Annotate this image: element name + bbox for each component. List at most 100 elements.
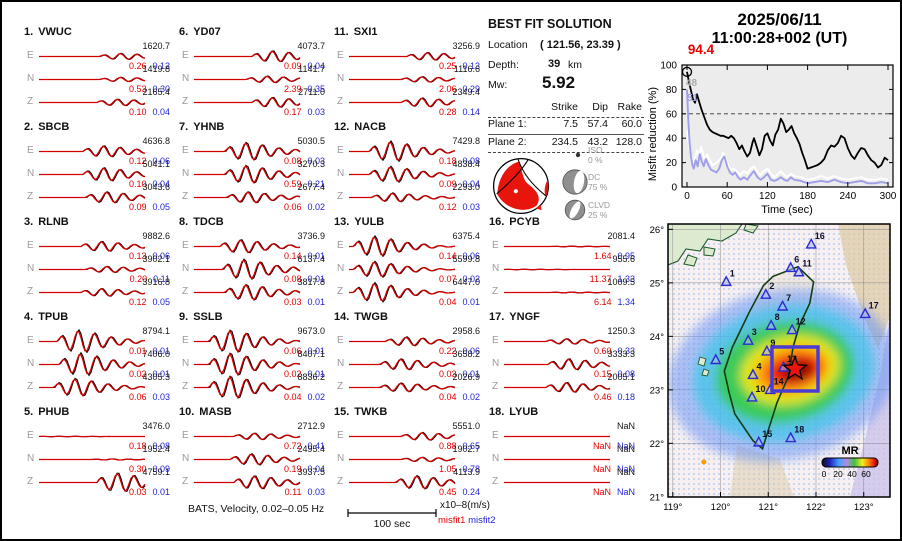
misfit1-value: 0.20	[129, 274, 148, 284]
misfit2-value: 0.08	[617, 369, 635, 379]
misfit2-value: 0.11	[153, 274, 170, 284]
misfit-values: 0.12 0.06	[129, 156, 170, 166]
misfit-values: 0.06 0.02	[284, 202, 325, 212]
map-station-triangle-7	[776, 299, 789, 311]
station-number: 3.	[24, 216, 34, 228]
misfit1-legend: misfit1	[438, 515, 466, 526]
misfit1-value: 0.10	[128, 179, 147, 189]
misfit-values: 0.28 0.14	[439, 107, 480, 117]
focal-mechanism-beachball	[492, 157, 550, 215]
component-label: N	[492, 358, 500, 369]
misfit1-value: 0.14	[283, 251, 302, 261]
waveform-trace	[39, 377, 146, 397]
waveform-trace	[349, 474, 456, 490]
station-header: 15. TWKB	[334, 406, 387, 418]
component-row-e: E 5551.0 0.88 0.65	[332, 421, 480, 451]
misfit2-value: 0.06	[152, 251, 170, 261]
svg-text:25°: 25°	[650, 278, 665, 289]
misfit-reduction-chart: 0 20 40 60 80 100 0 60 120 180 240 300 Misfit reduc…	[647, 42, 897, 216]
amplitude-value: 2165.4	[142, 87, 170, 97]
misfit1-value: 0.07	[438, 274, 457, 284]
misfit-values: 0.03 0.01	[129, 487, 170, 497]
misfit2-value: 0.01	[307, 369, 325, 379]
amplitude-value: 6137.4	[297, 254, 325, 264]
header-dip: Dip	[592, 101, 608, 113]
waveform-trace	[349, 281, 456, 303]
component-label: N	[182, 73, 190, 84]
misfit1-value: 0.18	[128, 441, 147, 451]
station-number: 12.	[334, 121, 350, 133]
amplitude-units: x10–8(m/s)	[440, 500, 491, 511]
component-row-n: N 8407.1 0.02 0.01	[177, 349, 325, 379]
amplitude-value: 4113.9	[453, 467, 480, 477]
component-row-e: E NaN NaN NaN	[487, 421, 635, 451]
misfit1-value: 0.09	[438, 179, 457, 189]
station-yd07: 6. YD07 E 4073.7 0.09 0.04 N 1141.7 2.39 0.35 Z 271…	[177, 26, 325, 117]
svg-text:100: 100	[660, 61, 677, 72]
misfit2-value: 0.41	[307, 441, 325, 451]
waveform-trace	[349, 97, 456, 108]
misfit-values: 0.07 0.02	[439, 274, 480, 284]
misfit-values: 0.53 0.30	[129, 84, 170, 94]
map-station-triangle-12	[786, 323, 798, 335]
misfit2-value: 0.01	[307, 274, 325, 284]
component-row-e: E 1620.7 0.26 0.12	[22, 41, 170, 71]
station-header: 5. PHUB	[24, 406, 69, 418]
station-number: 18.	[489, 406, 505, 418]
misfit2-value: 0.02	[307, 202, 325, 212]
component-row-n: N 7406.0 0.02 0.01	[22, 349, 170, 379]
map-station-label-9: 9	[770, 338, 775, 348]
component-label: N	[27, 73, 35, 84]
station-sxi1: 11. SXI1 E 3256.9 0.25 0.13 N 1116.6 2.06 0.29 Z 23…	[332, 26, 480, 117]
station-nacb: 12. NACB E 7429.8 0.18 0.08 N 4838.4 0.09 0.04 Z 22…	[332, 121, 480, 212]
misfit-values: 0.30 0.09	[129, 464, 170, 474]
misfit-values: NaN NaN	[593, 487, 635, 497]
map-station-triangle-15	[752, 435, 765, 447]
waveform-trace	[38, 435, 145, 438]
waveform-trace	[39, 472, 146, 492]
component-row-z: Z 2711.0 0.17 0.03	[177, 87, 325, 117]
amplitude-value: 5599.8	[452, 254, 480, 264]
component-row-e: E 6375.4 0.14 0.06	[332, 231, 480, 261]
map-station-label-15: 15	[762, 429, 772, 439]
misfit-values: 0.14 0.01	[284, 251, 325, 261]
waveform-trace	[349, 192, 456, 203]
station-code: YNGF	[509, 311, 540, 323]
misfit1-value: 0.03	[283, 297, 302, 307]
misfit2-value: 0.02	[462, 274, 480, 284]
misfit-values: 6.14 1.34	[594, 297, 635, 307]
misfit2-value: 0.08	[462, 156, 480, 166]
misfit2-value: 0.35	[307, 84, 325, 94]
misfit2-value: 0.05	[152, 202, 170, 212]
component-label: Z	[27, 286, 34, 297]
misfit-values: 0.02 0.01	[284, 369, 325, 379]
misfit-values: 0.04 0.01	[439, 297, 480, 307]
waveform-trace	[194, 475, 301, 490]
svg-text:300: 300	[880, 191, 897, 202]
misfit-values: 0.09 0.04	[284, 61, 325, 71]
misfit2-legend: misfit2	[468, 515, 496, 526]
amplitude-value: 1141.7	[298, 64, 325, 74]
location-label: Location	[488, 39, 528, 51]
map-station-label-10: 10	[756, 384, 766, 394]
svg-text:119°: 119°	[663, 502, 682, 513]
component-row-e: E 9882.6 0.13 0.06	[22, 231, 170, 261]
svg-text:24°: 24°	[650, 332, 665, 343]
misfit2-value: 0.01	[152, 346, 170, 356]
station-number: 13.	[334, 216, 350, 228]
depth-unit: km	[568, 59, 582, 71]
component-label: E	[492, 240, 499, 251]
misfit2-value: 0.95	[617, 251, 635, 261]
station-number: 5.	[24, 406, 34, 418]
misfit-values: 0.12 0.03	[439, 202, 480, 212]
waveform-trace	[39, 52, 146, 61]
map-station-triangle-17	[859, 307, 871, 319]
component-label: N	[337, 73, 345, 84]
scalebar-label: 100 sec	[373, 518, 411, 530]
misfit-xlabel: Time (sec)	[761, 204, 813, 216]
panel-title: BEST FIT SOLUTION	[488, 17, 612, 31]
misfit-values: 0.06 0.01	[284, 346, 325, 356]
misfit2-value: 0.01	[462, 369, 480, 379]
misfit-values: 1.64 0.95	[594, 251, 635, 261]
amplitude-value: 1419.8	[142, 64, 170, 74]
